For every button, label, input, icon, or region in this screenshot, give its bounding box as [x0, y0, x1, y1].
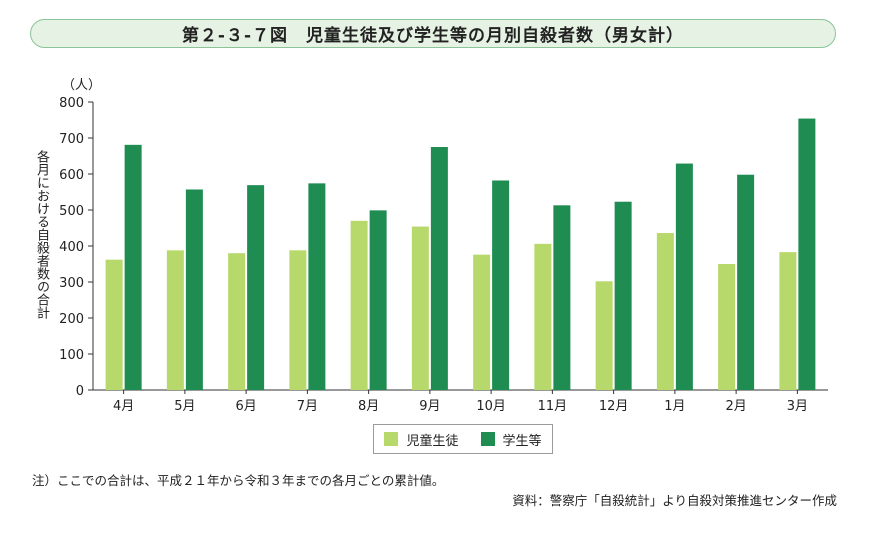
bar-series1: [350, 220, 368, 390]
bar-series2: [614, 201, 632, 390]
bar-series1: [779, 252, 797, 390]
bar-series1: [289, 250, 307, 390]
x-tick-label: 5月: [174, 399, 195, 414]
bar-series2: [430, 147, 448, 390]
bar-series1: [595, 281, 613, 390]
x-tick-label: 10月: [476, 399, 506, 414]
legend-swatch-series1: [384, 432, 399, 446]
source-credit: 資料：警察庁「自殺統計」より自殺対策推進センター作成: [512, 493, 837, 508]
bar-series2: [185, 189, 203, 390]
chart-title-banner: 第２-３-７図 児童生徒及び学生等の月別自殺者数（男女計）: [30, 19, 836, 48]
legend-swatch-series2: [480, 432, 495, 446]
x-tick-label: 9月: [419, 399, 440, 414]
bar-series1: [228, 253, 246, 390]
x-tick-label: 2月: [725, 399, 746, 414]
y-axis-unit: （人）: [62, 78, 102, 93]
bar-series2: [553, 205, 571, 390]
bar-series1: [473, 254, 491, 390]
x-tick-label: 3月: [787, 399, 808, 414]
y-tick-label: 100: [59, 348, 84, 363]
bar-series2: [798, 118, 816, 390]
x-tick-label: 4月: [113, 399, 134, 414]
bar-series1: [166, 250, 184, 390]
y-tick-label: 800: [59, 96, 84, 111]
bar-series1: [534, 243, 552, 390]
legend-label-series1: 児童生徒: [406, 433, 459, 449]
x-tick-label: 7月: [297, 399, 318, 414]
y-tick-label: 700: [59, 132, 84, 147]
legend-item-series1: 児童生徒: [384, 430, 459, 449]
bar-series2: [124, 144, 142, 390]
y-tick-label: 200: [59, 312, 84, 327]
bar-series2: [492, 180, 510, 390]
bar-series2: [308, 183, 326, 390]
x-tick-label: 8月: [358, 399, 379, 414]
bar-series2: [737, 174, 755, 390]
legend-label-series2: 学生等: [502, 433, 542, 449]
bar-series1: [105, 259, 123, 390]
y-tick-label: 600: [59, 168, 84, 183]
bar-series1: [656, 233, 674, 390]
x-tick-label: 1月: [664, 399, 685, 414]
chart-legend: 児童生徒 学生等: [373, 424, 553, 454]
footnote: 注）ここでの合計は、平成２１年から令和３年までの各月ごとの累計値。: [32, 473, 445, 488]
bar-series1: [411, 226, 429, 390]
chart-title: 第２-３-７図 児童生徒及び学生等の月別自殺者数（男女計）: [181, 26, 685, 46]
x-tick-label: 6月: [235, 399, 256, 414]
y-axis-label: 各月における自殺者数の合計: [34, 150, 49, 319]
bar-series1: [718, 264, 736, 390]
x-tick-label: 12月: [599, 399, 629, 414]
bar-series2: [369, 210, 387, 390]
y-tick-label: 500: [59, 204, 84, 219]
bar-series2: [247, 185, 265, 390]
y-tick-label: 300: [59, 276, 84, 291]
legend-item-series2: 学生等: [480, 430, 542, 449]
x-tick-label: 11月: [538, 399, 568, 414]
bar-series2: [675, 163, 693, 390]
y-tick-label: 400: [59, 240, 84, 255]
y-tick-label: 0: [76, 384, 84, 399]
